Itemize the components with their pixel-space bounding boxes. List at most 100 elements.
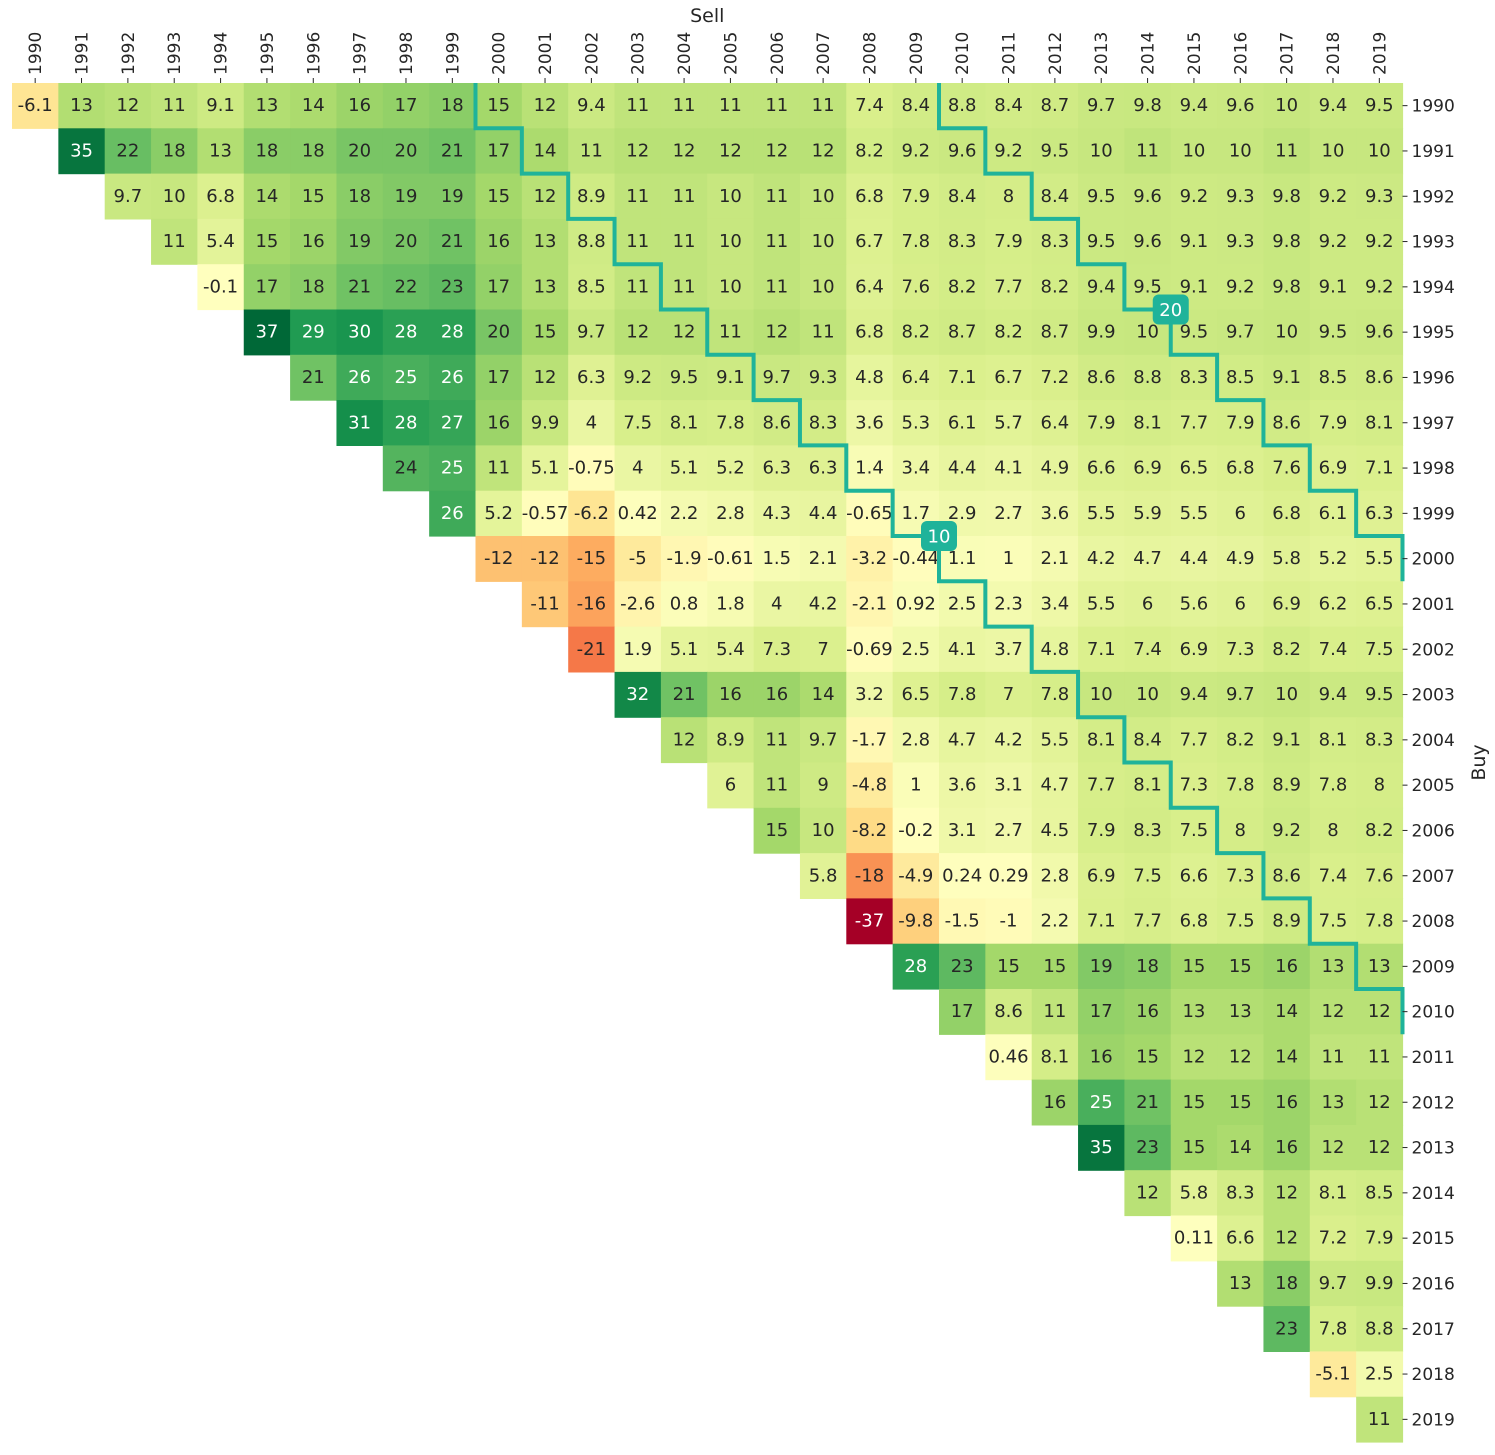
heatmap-cell [197, 264, 245, 311]
cell-value-label: 12 [673, 140, 696, 161]
heatmap-cell [614, 83, 662, 129]
heatmap-cell [1263, 173, 1311, 220]
cell-value-label: 9.9 [531, 412, 560, 433]
cell-value-label: 11 [626, 95, 649, 116]
heatmap-cell [846, 671, 894, 718]
cell-value-label: 28 [395, 322, 418, 343]
heatmap-cell [1170, 445, 1218, 492]
heatmap-cell [1124, 581, 1172, 628]
cell-value-label: 11 [812, 95, 835, 116]
x-tick-label: 2015 [1185, 32, 1205, 75]
cell-value-label: 15 [1136, 1046, 1159, 1067]
cell-value-label: 12 [626, 322, 649, 343]
heatmap-cell [1356, 1034, 1404, 1081]
cell-value-label: 10 [1275, 684, 1298, 705]
cell-value-label: 6.6 [1180, 865, 1209, 886]
heatmap-cell [985, 83, 1033, 129]
heatmap-cell [1356, 989, 1404, 1035]
cell-value-label: 9.2 [623, 367, 652, 388]
heatmap-cell [707, 309, 755, 356]
heatmap-cell [939, 853, 986, 899]
heatmap-cell [892, 354, 940, 401]
y-tick-label: 2007 [1412, 867, 1455, 887]
heatmap-cell [799, 853, 847, 899]
x-tick-label: 1990 [26, 32, 46, 75]
heatmap-cells: -6.1 13 12 11 9.1 13 14 16 17 18 15 12 9.4 11 11 11 11 11… [12, 83, 1404, 1443]
cell-value-label: 12 [626, 140, 649, 161]
cell-value-label: 9.4 [1319, 95, 1348, 116]
heatmap-cell [1170, 1215, 1218, 1262]
cell-value-label: 2.5 [1365, 1364, 1394, 1385]
cell-value-label: 8.3 [1226, 1182, 1255, 1203]
heatmap-cell [197, 83, 245, 129]
cell-value-label: 9.7 [114, 186, 143, 207]
heatmap-cell [660, 128, 708, 175]
heatmap-cell [1078, 581, 1125, 628]
heatmap-cell [1356, 853, 1404, 899]
heatmap-cell [1078, 218, 1125, 265]
contour-badge-20 [1152, 294, 1189, 325]
cell-value-label: 17 [487, 276, 510, 297]
heatmap-cell [660, 400, 708, 446]
cell-value-label: 6.8 [855, 322, 884, 343]
heatmap-cell [475, 218, 523, 265]
heatmap-cell [1356, 128, 1404, 175]
cell-value-label: 5.6 [1180, 593, 1209, 614]
heatmap-cell [707, 762, 755, 809]
heatmap-cell [614, 400, 662, 446]
cell-value-label: 8.8 [1133, 367, 1162, 388]
heatmap-cell [1124, 626, 1172, 673]
cell-value-label: 8.5 [1365, 1182, 1394, 1203]
cell-value-label: 7.3 [1226, 865, 1255, 886]
y-tick-label: 2004 [1412, 731, 1455, 751]
heatmap-cell [1309, 83, 1357, 129]
x-tick-label: 2002 [582, 32, 602, 75]
cell-value-label: 5.5 [1087, 593, 1116, 614]
cell-value-label: 8.3 [1133, 820, 1162, 841]
cell-value-label: 12 [1182, 1046, 1205, 1067]
heatmap-cell [892, 717, 940, 764]
cell-value-label: 17 [1090, 1001, 1113, 1022]
cell-value-label: 0.8 [670, 593, 699, 614]
heatmap-cell [197, 128, 245, 175]
heatmap-cell [846, 626, 894, 673]
cell-value-label: 9.7 [1226, 684, 1255, 705]
heatmap-cell [939, 354, 986, 401]
cell-value-label: 2.9 [948, 503, 977, 524]
heatmap-cell [1309, 1079, 1357, 1126]
heatmap-cell [846, 898, 894, 945]
x-tick-label: 2005 [721, 32, 741, 75]
cell-value-label: 15 [1043, 956, 1066, 977]
heatmap-cell [1170, 128, 1218, 175]
cell-value-label: 11 [626, 231, 649, 252]
cell-value-label: 10 [1229, 140, 1252, 161]
heatmap-cell [985, 309, 1033, 356]
contour-line-20 [937, 83, 1405, 582]
cell-value-label: 4 [586, 412, 597, 433]
cell-value-label: 26 [441, 503, 464, 524]
cell-value-label: 8.2 [948, 276, 977, 297]
cell-value-label: 18 [163, 140, 186, 161]
cell-value-label: 15 [1182, 1092, 1205, 1113]
cell-value-label: 6.7 [994, 367, 1023, 388]
cell-value-label: -15 [577, 548, 606, 569]
heatmap-cell [1124, 671, 1172, 718]
heatmap-cell [985, 490, 1033, 537]
cell-value-label: 15 [1182, 1137, 1205, 1158]
heatmap-cell [799, 671, 847, 718]
heatmap-cell [846, 536, 894, 582]
heatmap-cell [1217, 1034, 1265, 1081]
x-tick-label: 2018 [1324, 32, 1344, 75]
heatmap-cell [753, 536, 801, 582]
y-tick-label: 2006 [1412, 821, 1455, 841]
heatmap-cell [429, 309, 477, 356]
cell-value-label: -9.8 [898, 911, 933, 932]
heatmap-cell [985, 581, 1033, 628]
heatmap-cell [985, 173, 1033, 220]
x-tick-label: 2019 [1370, 32, 1390, 75]
heatmap-cell [1356, 1215, 1404, 1262]
heatmap-cell [1263, 581, 1311, 628]
heatmap-cell [1356, 1079, 1404, 1126]
heatmap-cell [660, 717, 708, 764]
